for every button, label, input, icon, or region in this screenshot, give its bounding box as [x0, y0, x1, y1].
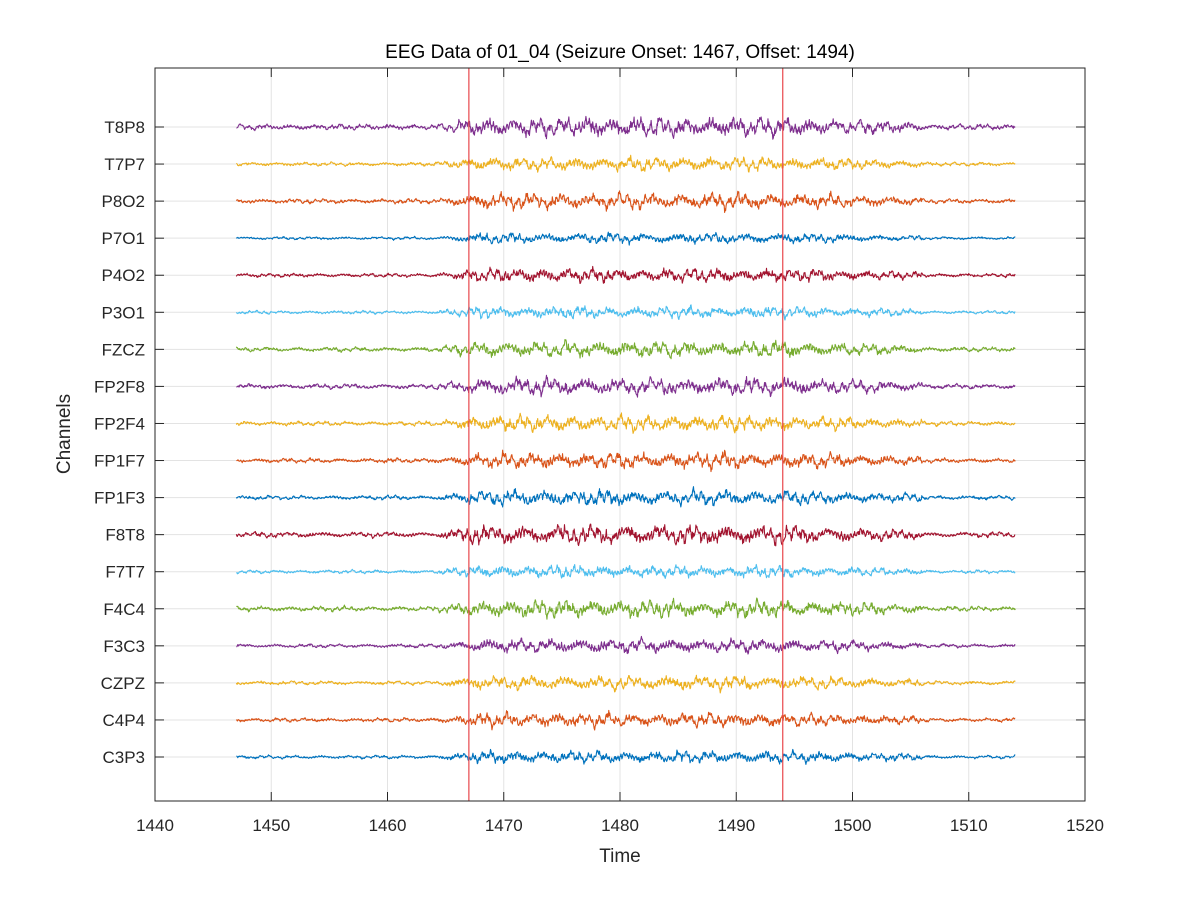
channel-label-fp2f4: FP2F4 [94, 414, 145, 433]
signal-trace-fp1f3 [235, 486, 1016, 508]
channel-label-fp2f8: FP2F8 [94, 377, 145, 396]
channel-label-czpz: CZPZ [101, 674, 145, 693]
x-axis-label: Time [599, 846, 641, 867]
x-tick-label: 1490 [717, 816, 755, 835]
channel-label-f4c4: F4C4 [103, 600, 145, 619]
channel-label-t7p7: T7P7 [104, 155, 145, 174]
signal-trace-fzcz [235, 338, 1016, 360]
signal-trace-c3p3 [236, 748, 1016, 765]
signal-trace-f3c3 [236, 635, 1016, 655]
channel-label-p8o2: P8O2 [102, 192, 145, 211]
signal-trace-c4p4 [235, 709, 1016, 731]
channel-label-c4p4: C4P4 [102, 711, 145, 730]
x-tick-label: 1470 [485, 816, 523, 835]
signal-trace-fp1f7 [236, 449, 1016, 473]
signal-trace-p3o1 [235, 304, 1016, 321]
channel-label-f3c3: F3C3 [103, 637, 145, 656]
x-tick-label: 1500 [834, 816, 872, 835]
signal-trace-p4o2 [235, 265, 1016, 285]
chart-title: EEG Data of 01_04 (Seizure Onset: 1467, … [385, 42, 855, 63]
channel-label-p4o2: P4O2 [102, 266, 145, 285]
signal-layer [235, 115, 1016, 765]
signal-trace-fp2f8 [236, 374, 1016, 398]
x-tick-label: 1510 [950, 816, 988, 835]
signal-trace-t7p7 [235, 154, 1016, 173]
channel-label-p7o1: P7O1 [102, 229, 145, 248]
signal-trace-fp2f4 [235, 412, 1016, 434]
channel-label-fp1f3: FP1F3 [94, 489, 145, 508]
channel-label-t8p8: T8P8 [104, 118, 145, 137]
channel-label-p3o1: P3O1 [102, 303, 145, 322]
signal-trace-t8p8 [236, 115, 1016, 140]
channel-label-f8t8: F8T8 [105, 526, 145, 545]
channel-label-fzcz: FZCZ [102, 340, 145, 359]
y-axis-label: Channels [54, 394, 75, 474]
grid-layer [154, 68, 1086, 801]
signal-trace-f4c4 [236, 597, 1016, 620]
signal-trace-f7t7 [236, 563, 1016, 579]
signal-trace-p8o2 [235, 190, 1016, 213]
channel-label-fp1f7: FP1F7 [94, 452, 145, 471]
channel-label-f7t7: F7T7 [105, 563, 145, 582]
x-tick-label: 1450 [252, 816, 290, 835]
x-tick-label: 1460 [369, 816, 407, 835]
x-tick-label: 1520 [1066, 816, 1104, 835]
event-layer [468, 68, 784, 801]
signal-trace-f8t8 [235, 523, 1016, 547]
axis-layer: 1440 1450 1460 1470 1480 1490 1500 1510 1520 T8P8… [94, 68, 1104, 835]
signal-trace-czpz [235, 674, 1016, 694]
x-tick-label: 1440 [136, 816, 174, 835]
x-tick-label: 1480 [601, 816, 639, 835]
signal-trace-p7o1 [235, 231, 1016, 246]
channel-label-c3p3: C3P3 [102, 748, 145, 767]
